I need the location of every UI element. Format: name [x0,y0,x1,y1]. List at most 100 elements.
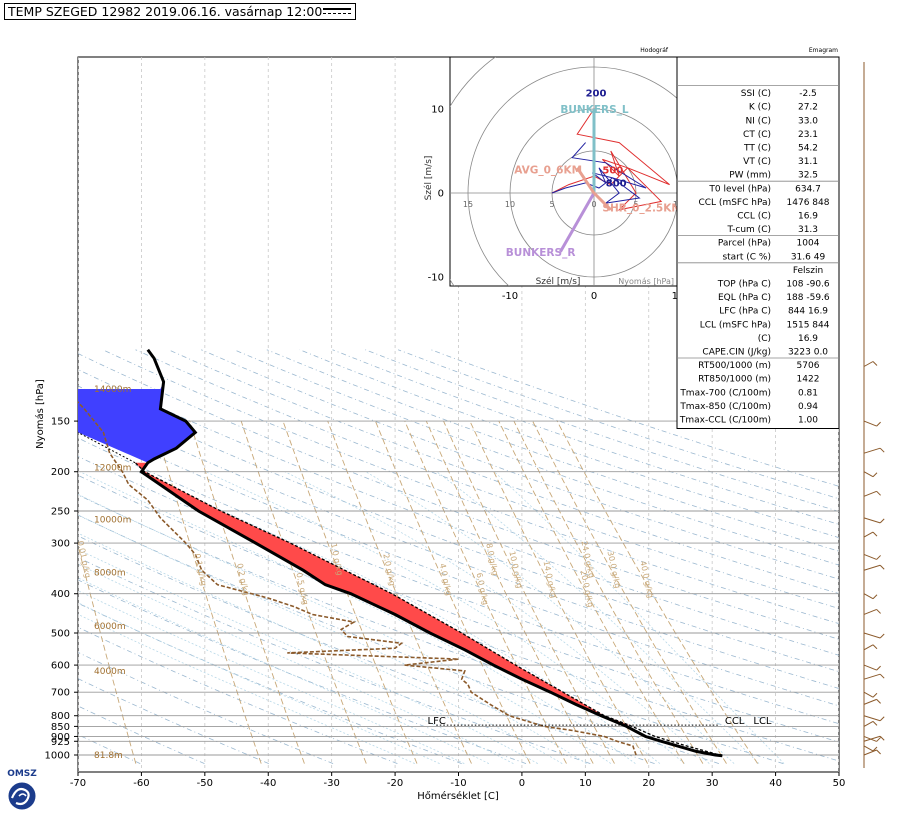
wind-barb-flag [876,737,881,742]
table-row-label: TT (C) [743,144,771,154]
wind-barb-flag [872,644,878,650]
level-labels: LFC CCL LCL [428,716,772,727]
table-frame [676,56,840,429]
dry-adiabat [78,734,141,764]
wind-barbs [863,62,885,768]
hodograph-pressure-marker: 800 [606,178,627,189]
moist-adiabat [137,471,661,764]
table-row-value: 1515 844 [787,320,830,330]
table-row-label: T0 level (hPa) [708,184,771,194]
table-row-label: LCL (mSFC hPa) [700,320,771,330]
x-tick-label: -30 [323,778,339,789]
table-row-label: VT (C) [743,157,771,167]
table-row-value: 1476 848 [787,198,830,208]
hodograph-pressure-marker: 200 [586,88,607,99]
wind-barb-flag [872,531,878,537]
hodograph-ring-label: 5 [549,200,554,209]
svg-text:OMSZ: OMSZ [7,769,37,779]
hodograph-vector-label: SHR_0_2.5KM [602,202,681,214]
dry-adiabat [78,494,784,764]
wind-barb [863,644,874,651]
wind-barb [863,361,874,367]
wind-barb [863,608,877,615]
table-row-value: 33.0 [798,116,818,126]
y-tick-label: 400 [51,589,70,600]
y-tick-label: 925 [51,737,70,748]
table-row-value: 16.9 [798,334,818,344]
x-tick-label: 50 [833,778,846,789]
temperature-curve [139,348,723,758]
x-tick-label: -10 [450,778,466,789]
table-row-label: TOP (hPa C) [717,280,771,290]
cape-area [135,462,630,726]
table-row-value: 0.94 [798,402,818,412]
table-row-value: 3223 0.0 [788,348,828,358]
table-row-value: 1004 [797,239,820,249]
wind-barb-flag [876,609,881,614]
height-label: 8000m [94,569,126,579]
y-tick-label: 1000 [45,751,70,762]
x-tick-label: -40 [260,778,276,789]
table-row-label: CAPE.CIN (J/kg) [702,348,771,358]
y-axis-label: Nyomás [hPa] [34,379,46,449]
wind-barb-flag [879,564,885,570]
table-row-value: 1.00 [798,416,818,426]
axes: -70 -60 -50 -40 -30 -20 -10 0 10 20 30 40 50 150 200 25… [45,417,846,789]
dry-adiabat [78,369,839,656]
parcel-continuation [78,431,136,464]
hodograph-ring-label: 10 [505,200,515,209]
wind-barb [863,673,881,680]
y-tick-label: 250 [51,507,70,518]
hodograph-x-tick: 0 [591,291,597,302]
x-tick-label: -70 [70,778,86,789]
table-row-value: 1422 [797,375,820,385]
hodograph-x-tick: -10 [502,291,518,302]
table-row-label: Tmax-850 (C/100m) [679,402,771,412]
grid-lines [78,57,839,772]
moist-adiabat [436,471,760,764]
y-tick-label: 700 [51,688,70,699]
x-tick-label: -20 [387,778,403,789]
dry-adiabat [78,557,591,764]
moist-adiabat [365,471,735,764]
x-tick-label: 0 [519,778,525,789]
wind-barb-flag [879,735,885,741]
table-row-value: Felszin [793,266,823,276]
moist-adiabat [78,514,587,764]
emagram-tag: Emagram [809,47,838,54]
hodograph-vector [559,192,596,253]
moist-adiabat [78,563,514,764]
height-labels: 14000m 12000m 10000m 8000m 6000m 4000m 81.8m [94,385,131,761]
wind-barb [863,420,877,427]
table-row-label: K (C) [749,103,771,113]
wind-barb [863,691,874,698]
wind-barb [863,490,877,497]
wind-barb [863,517,881,524]
table-row-label: (C) [758,334,771,344]
wind-barb [863,564,881,571]
wind-barb-flag [879,633,885,639]
wind-barb-flag [872,721,878,726]
y-tick-label: 300 [51,539,70,550]
hodograph-vector-label: BUNKERS_R [506,247,576,259]
hodograph-pressure-note: Nyomás [hPa] [618,277,674,286]
y-tick-label: 800 [51,711,70,722]
wind-barb-flag [876,749,881,755]
wind-barb [863,664,877,671]
moist-adiabat [78,602,440,764]
wind-barb-flag [872,746,878,752]
dry-adiabat [168,349,839,595]
table-row-label: RT500/1000 (m) [698,361,771,371]
y-tick-label: 600 [51,661,70,672]
dry-adiabat [78,419,839,707]
moist-adiabat [78,577,490,764]
wind-barb [863,698,877,705]
wind-barb-flag [879,673,885,679]
wind-barb [863,447,881,454]
wind-barb [863,553,877,560]
dry-adiabat [78,455,839,743]
hodograph-contents: 15105051015BUNKERS_LBUNKERS_RAVG_0_6KMSH… [450,57,681,286]
hodograph-y-tick: 0 [438,189,444,200]
hodograph-ring-label: 0 [591,200,596,209]
